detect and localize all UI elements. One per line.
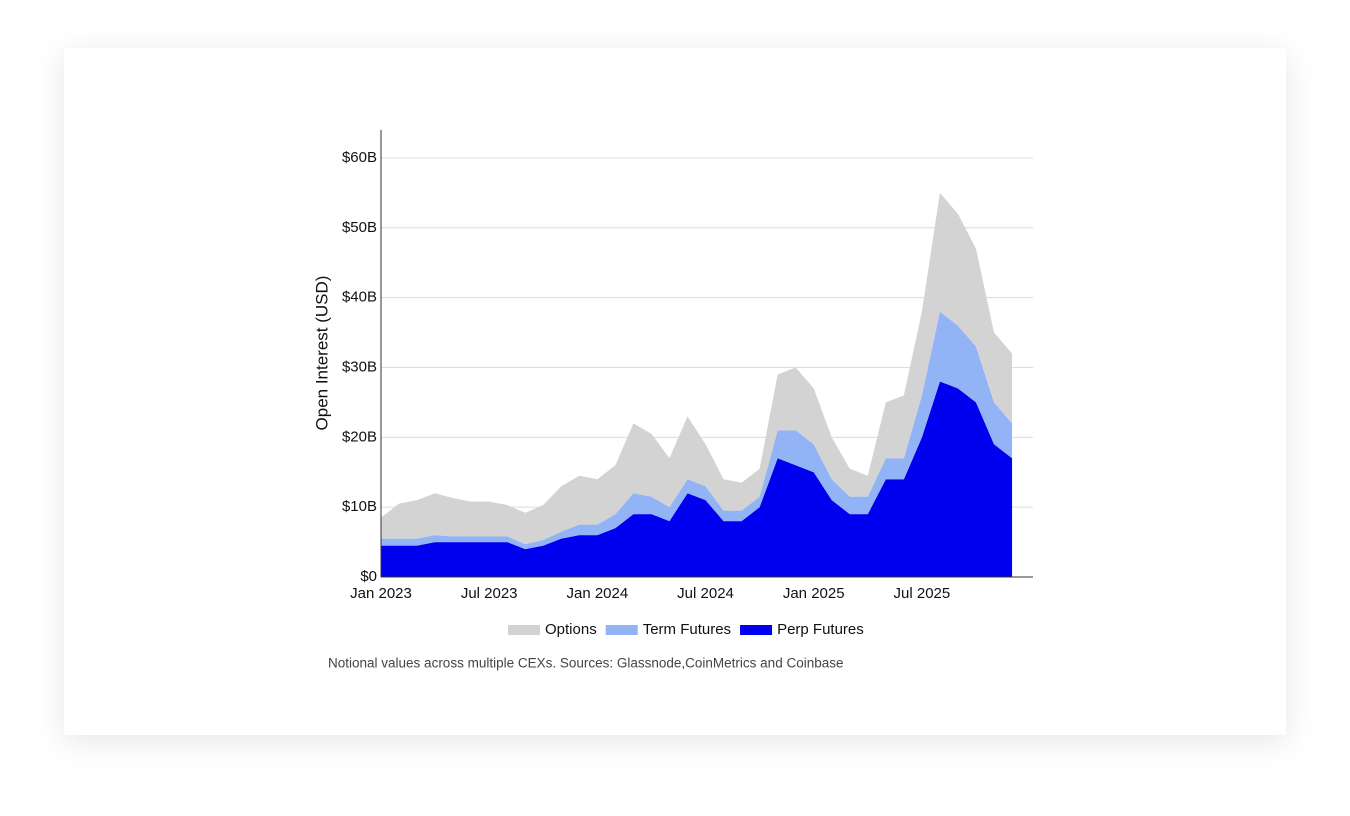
- legend-label: Options: [545, 621, 597, 638]
- y-tick-label: $30B: [342, 358, 377, 375]
- y-tick-label: $50B: [342, 219, 377, 236]
- x-tick-label: Jul 2024: [677, 585, 734, 602]
- legend-swatch: [508, 625, 540, 635]
- legend-swatch: [605, 625, 638, 635]
- card: [64, 48, 1286, 735]
- legend-label: Perp Futures: [777, 621, 864, 638]
- y-tick-label: $10B: [342, 498, 377, 515]
- y-tick-label: $40B: [342, 289, 377, 306]
- y-tick-label: $60B: [342, 149, 377, 166]
- x-tick-label: Jan 2025: [783, 585, 845, 602]
- area: [381, 311, 1013, 550]
- y-tick-label: $20B: [342, 428, 377, 445]
- y-tick-label: $0: [360, 568, 377, 585]
- y-axis-label: Open Interest (USD): [312, 276, 331, 431]
- caption: Notional values across multiple CEXs. So…: [328, 656, 844, 671]
- legend-label: Term Futures: [643, 621, 731, 638]
- legend-swatch: [740, 625, 773, 635]
- x-tick-label: Jan 2023: [350, 585, 412, 602]
- x-tick-label: Jul 2023: [461, 585, 518, 602]
- area: [381, 192, 1013, 545]
- area: [381, 381, 1013, 577]
- x-tick-label: Jul 2025: [894, 585, 951, 602]
- x-tick-label: Jan 2024: [566, 585, 628, 602]
